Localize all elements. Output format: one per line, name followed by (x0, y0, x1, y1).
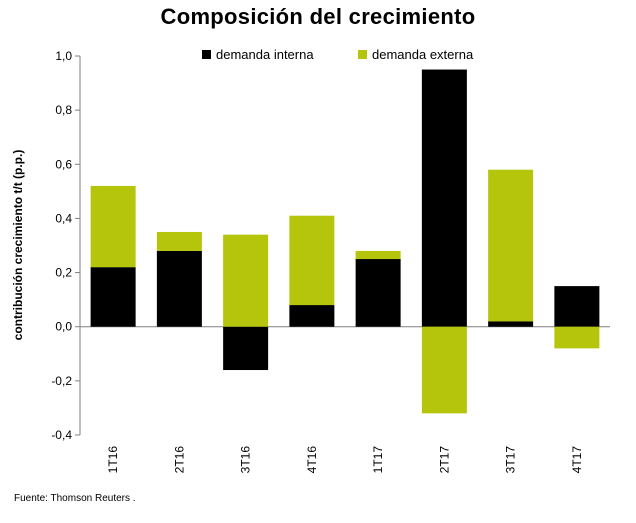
bar-demanda-interna-1t17 (355, 259, 401, 327)
x-tick-label: 3T17 (504, 446, 518, 474)
bar-demanda-externa-1t17 (355, 250, 401, 260)
legend-label-demanda-interna: demanda interna (216, 47, 314, 62)
y-tick-label: 0,6 (55, 157, 72, 171)
y-tick-label: 0,2 (55, 266, 72, 280)
y-tick-label: 0,4 (55, 211, 72, 225)
legend-swatch-demanda-interna (202, 50, 211, 59)
bar-demanda-interna-4t17 (554, 286, 600, 327)
x-tick-label: 2T16 (172, 446, 186, 474)
bar-demanda-externa-3t16 (223, 234, 269, 327)
x-tick-label: 1T17 (371, 446, 385, 474)
x-tick-label: 1T16 (106, 446, 120, 474)
x-tick-label: 3T16 (239, 446, 253, 474)
bar-demanda-externa-2t16 (156, 231, 202, 251)
bar-demanda-externa-1t16 (90, 185, 136, 268)
bar-demanda-interna-4t16 (289, 305, 335, 327)
y-tick-label: -0,2 (51, 374, 72, 388)
bar-demanda-externa-3t17 (488, 169, 534, 322)
bar-demanda-interna-2t16 (156, 250, 202, 327)
legend-swatch-demanda-externa (358, 50, 367, 59)
legend-label-demanda-externa: demanda externa (372, 47, 474, 62)
chart-title: Composición del crecimiento (160, 4, 476, 29)
bar-demanda-externa-2t17 (421, 326, 467, 414)
bar-demanda-externa-4t16 (289, 215, 335, 306)
y-tick-label: -0,4 (51, 428, 72, 442)
y-tick-label: 0,0 (55, 320, 72, 334)
bar-demanda-interna-3t16 (223, 326, 269, 371)
bar-demanda-externa-4t17 (554, 326, 600, 349)
bar-demanda-interna-1t16 (90, 267, 136, 327)
y-axis-title: contribución crecimiento t/t (p.p.) (11, 150, 25, 341)
y-tick-label: 1,0 (55, 49, 72, 63)
source-note: Fuente: Thomson Reuters . (14, 493, 136, 504)
bar-demanda-interna-3t17 (488, 321, 534, 327)
x-tick-label: 4T17 (570, 446, 584, 474)
x-tick-label: 4T16 (305, 446, 319, 474)
y-tick-label: 0,8 (55, 103, 72, 117)
x-tick-label: 2T17 (437, 446, 451, 474)
bar-demanda-interna-2t17 (421, 69, 467, 327)
